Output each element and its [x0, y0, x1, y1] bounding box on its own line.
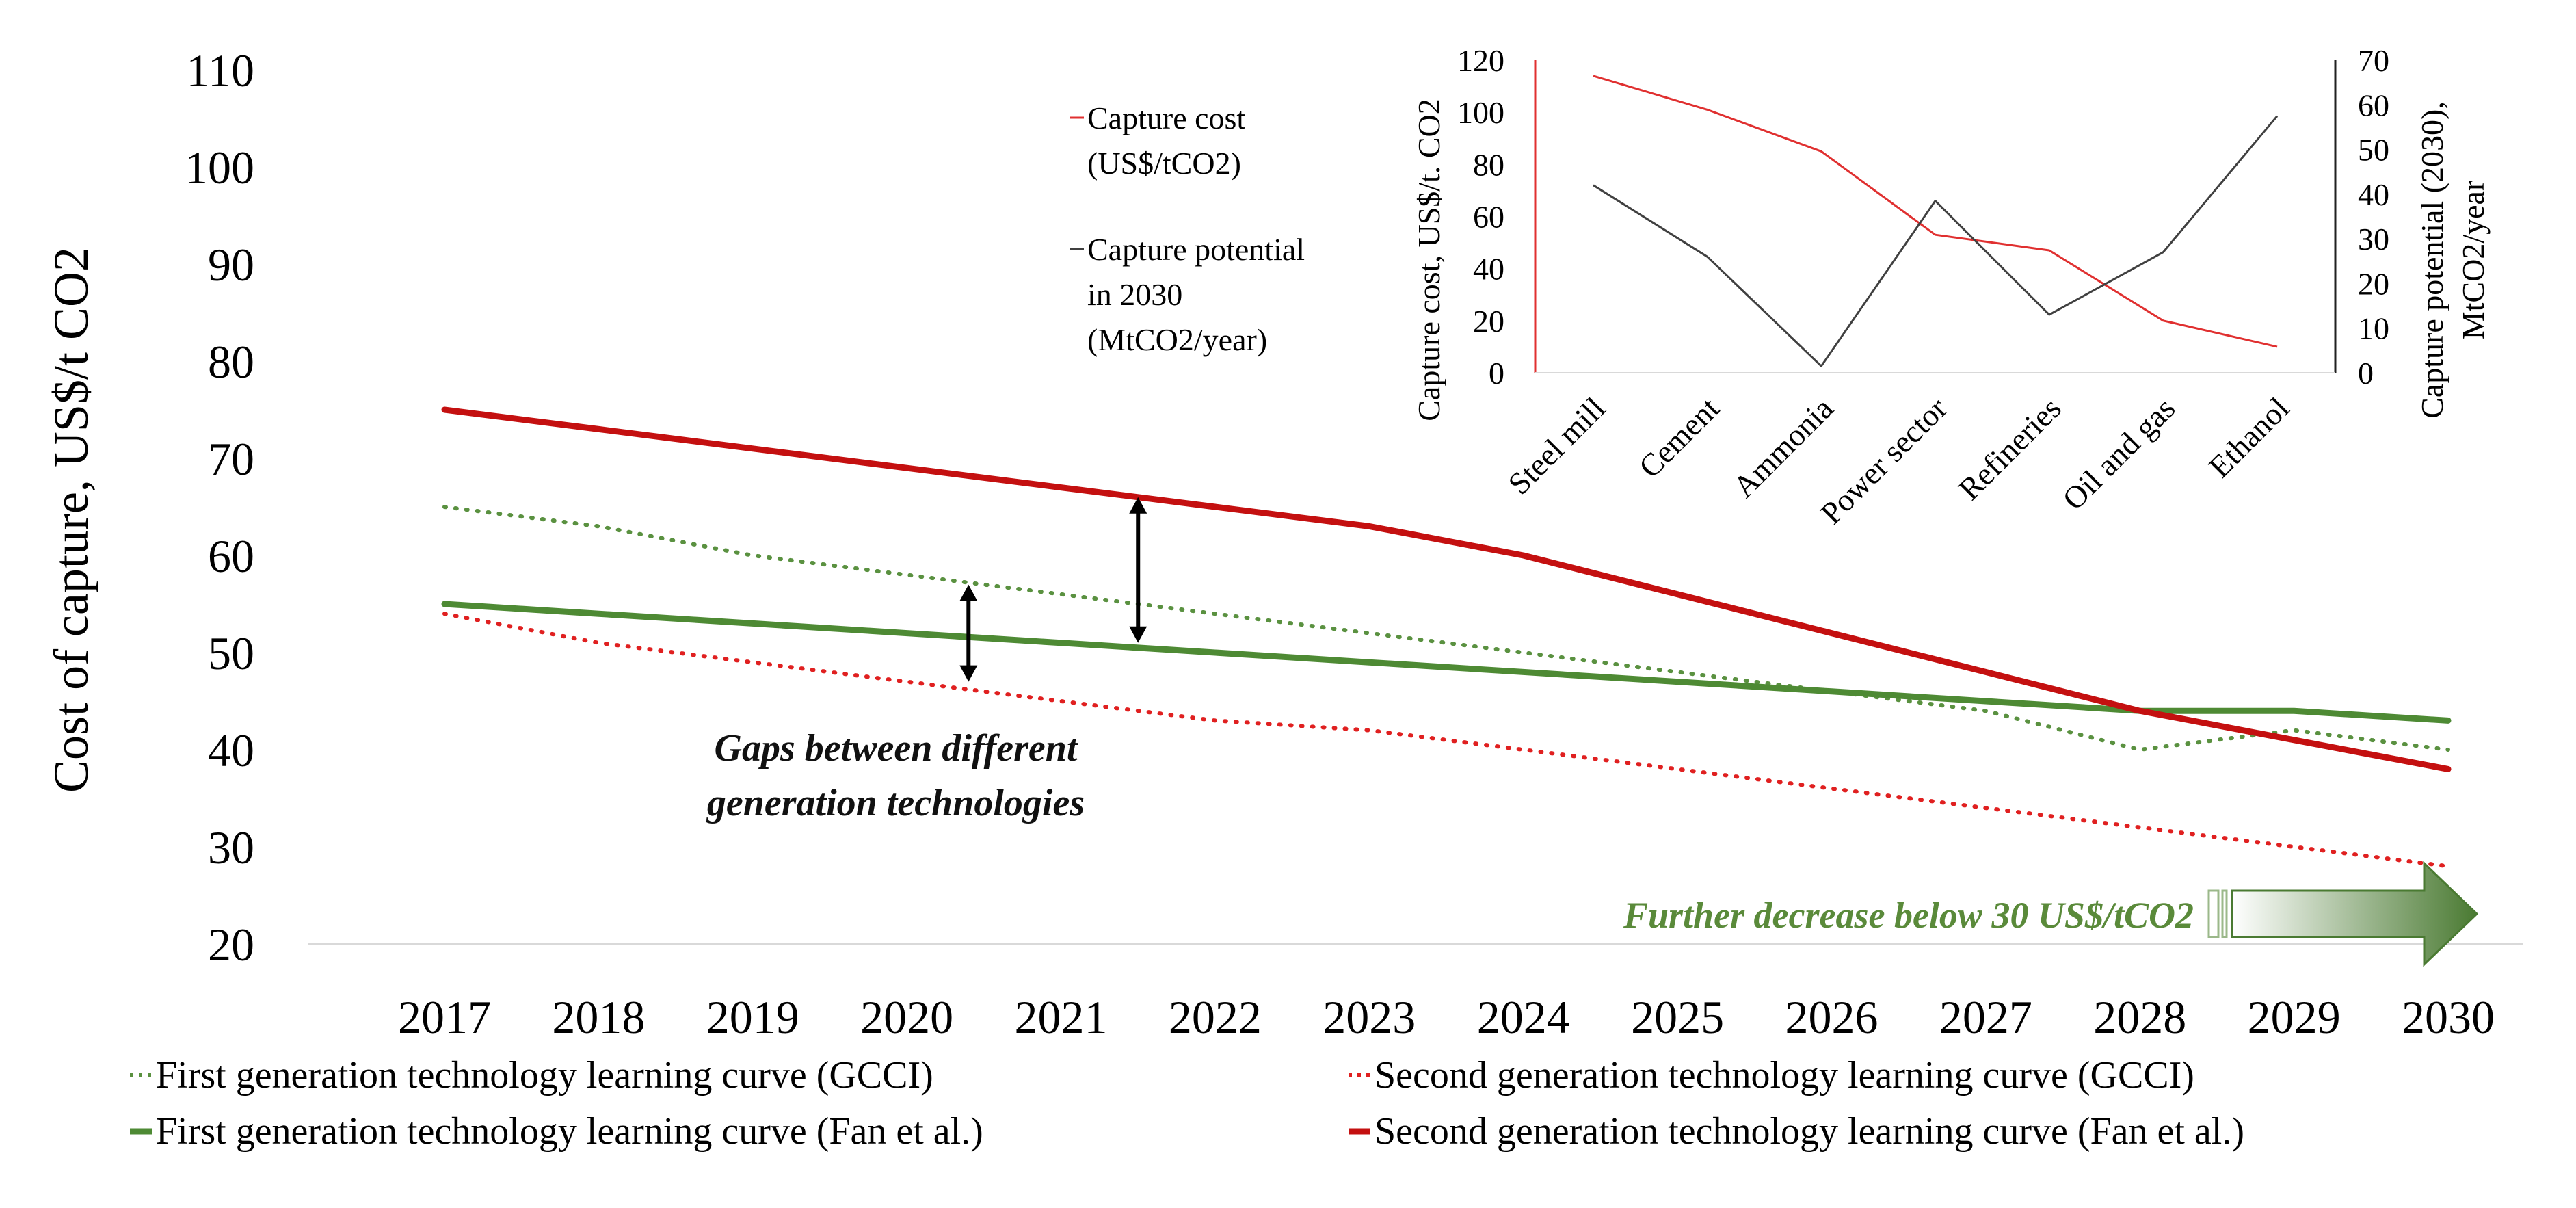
y-tick-label: 40	[208, 724, 254, 776]
legend-label-first-gen-gcci: First generation technology learning cur…	[156, 1054, 933, 1097]
gaps-annotation-line2: generation technologies	[706, 782, 1085, 824]
legend-label-second-gen-fan: Second generation technology learning cu…	[1375, 1110, 2244, 1153]
inset-legend-cost-line1: Capture cost	[1087, 101, 1245, 135]
x-tick-label: 2020	[860, 991, 953, 1043]
further-decrease-arrow-icon	[2207, 861, 2479, 967]
gaps-annotation-line1: Gaps between different	[715, 727, 1078, 770]
inset-series-line-capture-potential-in-2030-mtco2-year	[1593, 115, 2279, 367]
inset-left-tick-label: 60	[1473, 200, 1504, 235]
series-line-second-generation-technology-learning-curve-gcci	[442, 612, 2450, 869]
gap-arrow-icon	[1129, 497, 1147, 643]
further-decrease-annotation: Further decrease below 30 US$/tCO2	[1623, 895, 2194, 936]
inset-series-line-capture-cost-us-tco2	[1593, 75, 2278, 348]
inset-right-axis-title-line2: MtCO2/year	[2456, 181, 2491, 340]
inset-right-tick-label: 10	[2358, 311, 2389, 346]
inset-right-tick-label: 20	[2358, 266, 2389, 301]
main-y-axis-title: Cost of capture, US$/t CO2	[44, 247, 98, 793]
legend-label-second-gen-gcci: Second generation technology learning cu…	[1375, 1054, 2194, 1097]
y-tick-label: 20	[208, 919, 254, 971]
inset-left-y-axis: 0 20 40 60 80 100 120	[1457, 43, 1504, 391]
series-line-first-generation-technology-learning-curve-fan-et-al	[441, 601, 2452, 724]
inset-left-tick-label: 40	[1473, 252, 1504, 287]
x-tick-label: 2018	[552, 991, 645, 1043]
inset-left-tick-label: 20	[1473, 304, 1504, 339]
inset-right-tick-label: 0	[2358, 356, 2374, 391]
y-tick-label: 90	[208, 239, 254, 291]
inset-right-tick-label: 50	[2358, 133, 2389, 168]
inset-right-tick-label: 30	[2358, 222, 2389, 257]
y-tick-label: 70	[208, 433, 254, 485]
x-tick-label: 2019	[706, 991, 799, 1043]
inset-series-group	[1593, 75, 2279, 367]
x-tick-label: 2023	[1323, 991, 1416, 1043]
gap-arrows	[959, 497, 1147, 682]
x-tick-label: 2030	[2402, 991, 2495, 1043]
main-legend: First generation technology learning cur…	[130, 1054, 2244, 1153]
series-line-second-generation-technology-learning-curve-fan-et-al	[441, 406, 2452, 772]
inset-category-label: Ammonia	[1726, 391, 1840, 504]
inset-legend-potential-line2: in 2030	[1087, 277, 1182, 312]
x-tick-label: 2017	[398, 991, 491, 1043]
y-tick-label: 50	[208, 627, 254, 679]
inset-right-tick-label: 60	[2358, 88, 2389, 122]
inset-left-tick-label: 80	[1473, 147, 1504, 182]
x-tick-label: 2021	[1015, 991, 1108, 1043]
legend-label-first-gen-fan: First generation technology learning cur…	[156, 1110, 983, 1153]
inset-right-axis-title-line1: Capture potential (2030),	[2415, 101, 2449, 419]
inset-right-y-axis: 0 10 20 30 40 50 60 70	[2358, 43, 2389, 391]
inset-right-tick-label: 40	[2358, 177, 2389, 212]
y-tick-label: 80	[208, 336, 254, 388]
x-tick-label: 2027	[1939, 991, 2032, 1043]
inset-category-label: Steel mill	[1501, 391, 1612, 501]
series-line-first-generation-technology-learning-curve-gcci	[442, 505, 2450, 752]
inset-category-label: Refineries	[1952, 391, 2068, 507]
inset-left-tick-label: 120	[1457, 43, 1504, 78]
inset-legend-potential-line1: Capture potential	[1087, 232, 1305, 267]
main-series-group	[441, 406, 2452, 869]
inset-category-label: Cement	[1632, 391, 1726, 484]
inset-category-label: Oil and gas	[2056, 391, 2181, 516]
y-tick-label: 100	[185, 142, 254, 194]
main-y-axis: 20 30 40 50 60 70 80 90 100 110	[185, 44, 254, 971]
main-x-axis: 2017 2018 2019 2020 2021 2022 2023 2024 2025 2026…	[398, 991, 2495, 1043]
y-tick-label: 30	[208, 822, 254, 874]
inset-legend-potential-line3: (MtCO2/year)	[1087, 322, 1267, 357]
x-tick-label: 2026	[1785, 991, 1878, 1043]
x-tick-label: 2029	[2248, 991, 2341, 1043]
inset-category-label: Ethanol	[2202, 391, 2296, 484]
y-tick-label: 110	[187, 44, 254, 96]
x-tick-label: 2022	[1169, 991, 1262, 1043]
inset-left-tick-label: 0	[1489, 356, 1504, 391]
inset-legend: Capture cost (US$/tCO2) Capture potentia…	[1070, 101, 1305, 357]
x-tick-label: 2028	[2093, 991, 2186, 1043]
y-tick-label: 60	[208, 530, 254, 582]
x-tick-label: 2024	[1477, 991, 1570, 1043]
inset-right-tick-label: 70	[2358, 43, 2389, 78]
gap-arrow-icon	[959, 584, 978, 682]
inset-left-tick-label: 100	[1457, 95, 1504, 130]
x-tick-label: 2025	[1631, 991, 1724, 1043]
inset-legend-cost-line2: (US$/tCO2)	[1087, 146, 1241, 181]
inset-left-axis-title: Capture cost, US$/t. CO2	[1411, 99, 1446, 421]
